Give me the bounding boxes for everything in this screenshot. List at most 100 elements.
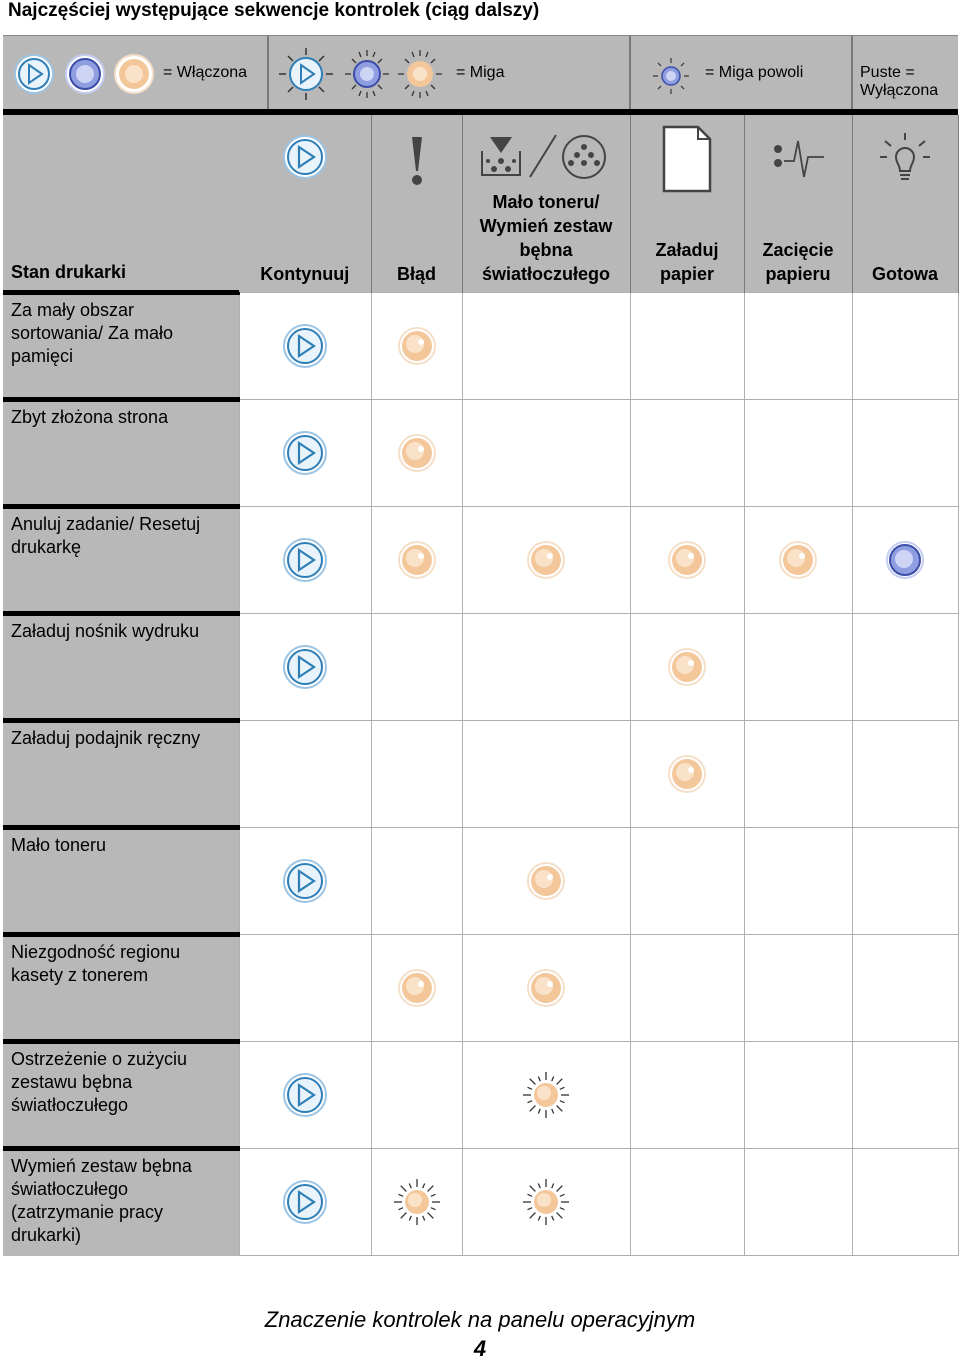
cell-continue [238,934,372,1042]
header-toner: Mało toneru/ Wymień zestaw bębna światło… [462,115,631,293]
header-state-label: Stan drukarki [11,262,127,282]
toner-drum-icon [481,134,606,179]
cell-toner [461,399,631,507]
cell-load-paper [629,399,745,507]
row-state-label: Niezgodność regionu kasety z tonerem [3,932,239,1042]
continue-light-icon [283,1073,327,1117]
header-continue-label: Kontynuuj [260,264,350,284]
cell-toner [461,292,631,400]
amber-light-icon [779,541,817,579]
page-number: 4 [473,1336,487,1361]
cell-error [370,399,463,507]
blinking-amber-light-icon [523,1072,569,1118]
row-state-label: Anuluj zadanie/ Resetuj drukarkę [3,504,239,614]
legend-slow-blink-label: = Miga powoli [705,64,804,81]
header-error: Błąd [371,115,463,293]
blinking-continue-light-icon [279,48,333,100]
legend-blink-icons [279,48,442,100]
cell-paper-jam [743,292,853,400]
cell-load-paper [629,827,745,935]
blinking-amber-light-icon [393,1179,440,1225]
header-error-label: Błąd [396,264,436,284]
legend-divider [267,36,269,110]
continue-light-icon [283,538,327,582]
cell-ready [851,827,959,935]
header-paper-jam: Zacięcie papieru [744,115,853,293]
cell-error [370,1148,463,1256]
cell-toner [461,506,631,614]
legend-empty-label-line2: Wyłączona [860,82,939,99]
exclamation-icon [411,137,422,185]
table-row: Anuluj zadanie/ Resetuj drukarkę [3,504,959,614]
cell-load-paper [629,720,745,828]
header-paper-jam-label: Zacięcie papieru [762,240,834,284]
cell-paper-jam [743,506,853,614]
cell-toner [461,827,631,935]
cell-ready [851,399,959,507]
cell-error [370,292,463,400]
cell-ready [851,1148,959,1256]
legend-on-label: = Włączona [163,64,248,81]
cell-error [370,934,463,1042]
legend-divider [629,36,631,110]
cell-paper-jam [743,1148,853,1256]
cell-paper-jam [743,934,853,1042]
cell-ready [851,1041,959,1149]
cell-error [370,720,463,828]
header-ready: Gotowa [852,115,959,293]
light-sequence-table: Stan drukarki Kontynuuj Błąd [3,115,959,1256]
continue-light-icon [283,324,327,368]
cell-paper-jam [743,613,853,721]
cell-toner [461,934,631,1042]
blue-light-icon [65,54,105,94]
cell-error [370,827,463,935]
lightbulb-icon [880,133,930,180]
blinking-amber-light-icon [523,1179,569,1225]
header-load-paper-label: Załaduj papier [655,240,719,284]
cell-load-paper [629,292,745,400]
table-row: Załaduj podajnik ręczny [3,718,959,828]
cell-load-paper [629,506,745,614]
cell-toner [461,1148,631,1256]
cell-paper-jam [743,1041,853,1149]
header-toner-label: Mało toneru/ Wymień zestaw bębna światło… [479,192,613,284]
cell-load-paper [629,934,745,1042]
amber-light-icon [397,969,436,1007]
table-row: Wymień zestaw bębna światłoczułego (zatr… [3,1146,959,1256]
amber-light-icon [397,541,436,579]
header-load-paper: Załaduj papier [630,115,745,293]
toner-icon [481,137,521,176]
header-ready-label: Gotowa [872,264,938,284]
row-state-label: Mało toneru [3,825,239,935]
amber-light-icon [668,648,706,686]
page-title: Najczęściej występujące sekwencje kontro… [8,0,540,21]
paper-jam-icon [774,140,824,178]
amber-light-icon [668,755,706,793]
legend-blink-label: = Miga [456,64,505,81]
amber-light-icon [397,327,436,365]
amber-light-icon [114,54,154,94]
cell-load-paper [629,613,745,721]
continue-light-icon [283,645,327,689]
slow-blink-light-icon [653,58,689,94]
amber-light-icon [527,541,565,579]
legend-divider-bar [3,109,958,115]
continue-light-icon [14,54,54,94]
row-state-label: Wymień zestaw bębna światłoczułego (zatr… [3,1146,239,1256]
cell-error [370,506,463,614]
continue-light-icon [283,431,327,475]
table-header-row: Stan drukarki Kontynuuj Błąd [3,115,959,293]
cell-continue [238,1041,372,1149]
cell-continue [238,292,372,400]
blinking-blue-light-icon [345,50,389,98]
cell-toner [461,1041,631,1149]
continue-light-icon [283,859,327,903]
cell-continue [238,720,372,828]
header-continue: Kontynuuj [239,115,372,293]
row-state-label: Załaduj nośnik wydruku [3,611,239,721]
row-state-label: Za mały obszar sortowania/ Za mało pamię… [3,290,239,400]
cell-ready [851,292,959,400]
table-row: Niezgodność regionu kasety z tonerem [3,932,959,1042]
cell-continue [238,506,372,614]
amber-light-icon [527,969,565,1007]
